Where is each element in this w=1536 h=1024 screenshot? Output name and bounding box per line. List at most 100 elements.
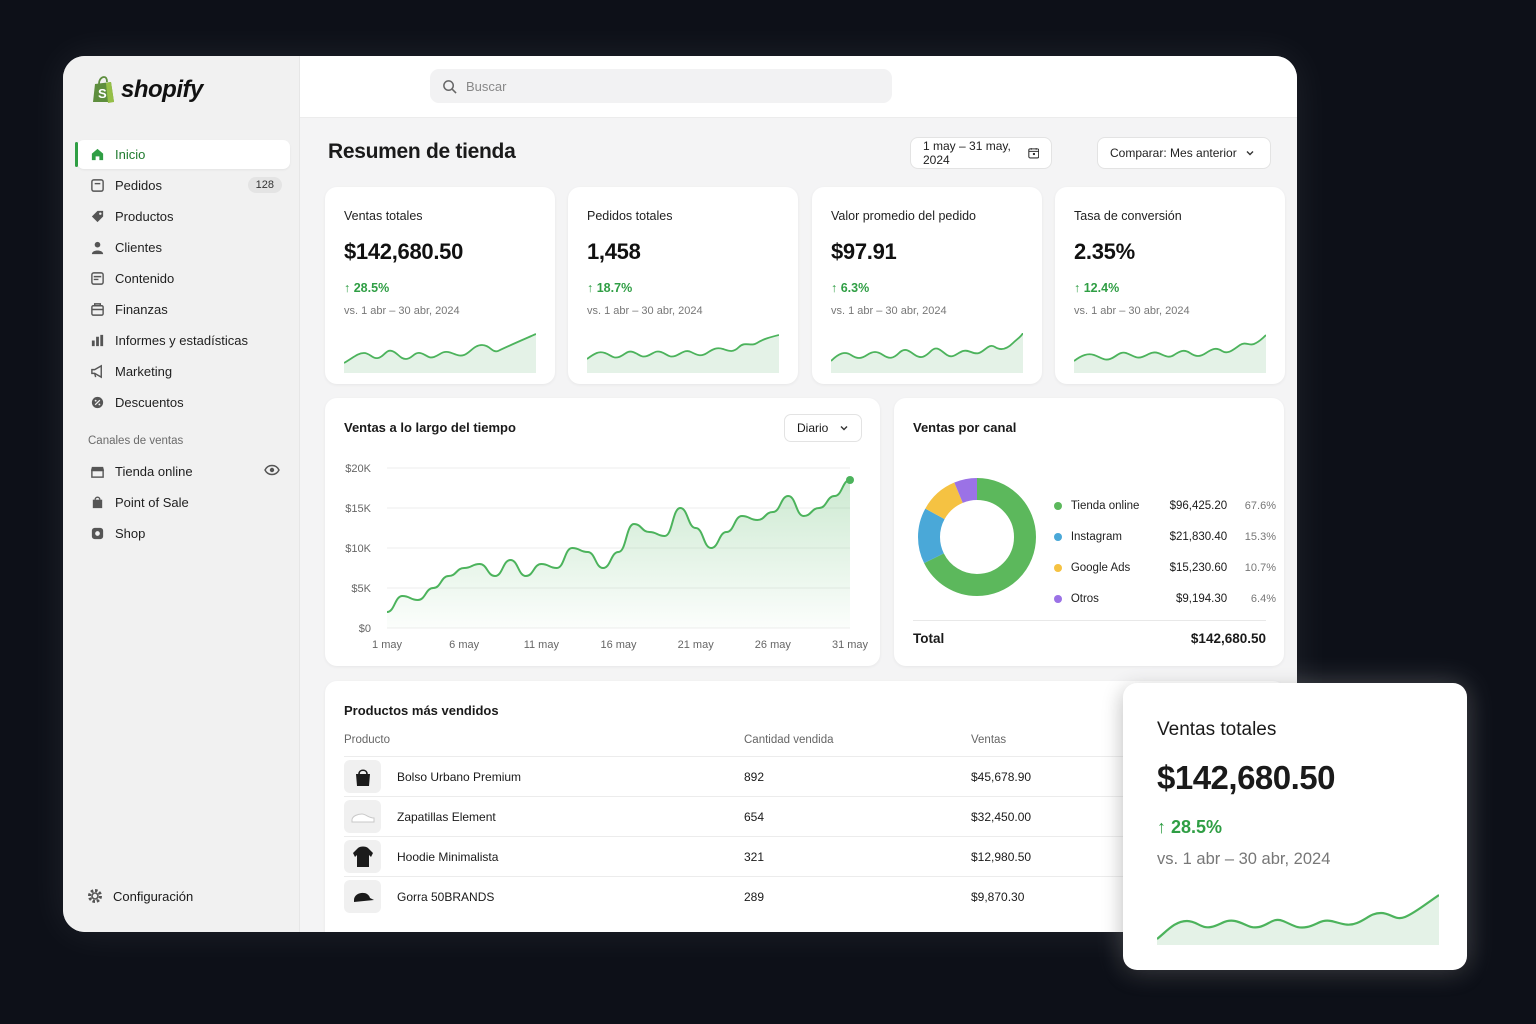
orders-count-badge: 128 bbox=[247, 177, 282, 193]
channel-card-title: Ventas por canal bbox=[913, 420, 1017, 435]
product-sales: $45,678.90 bbox=[971, 770, 1032, 784]
top-bar: Buscar bbox=[300, 56, 1297, 118]
sidebar-item-label: Inicio bbox=[115, 147, 146, 162]
compare-label: Comparar: Mes anterior bbox=[1110, 146, 1237, 160]
sidebar-item-clientes[interactable]: Clientes bbox=[77, 233, 290, 262]
search-icon bbox=[443, 79, 457, 94]
legend-swatch bbox=[1054, 501, 1062, 510]
interval-dropdown[interactable]: Diario bbox=[784, 414, 862, 442]
chevron-down-icon bbox=[1246, 151, 1254, 156]
product-qty: 892 bbox=[744, 770, 765, 784]
orders-icon bbox=[89, 178, 105, 194]
sidebar-item-shop[interactable]: Shop bbox=[77, 519, 290, 548]
table-row[interactable]: Gorra 50BRANDS 289 $9,870.30 bbox=[344, 876, 1244, 916]
kpi-change-value: 6.3% bbox=[840, 281, 870, 295]
sparkline bbox=[344, 333, 536, 373]
legend-swatch bbox=[1054, 563, 1062, 572]
search-input[interactable]: Buscar bbox=[430, 69, 892, 103]
sidebar-item-finanzas[interactable]: Finanzas bbox=[77, 295, 290, 324]
legend-row: Otros $9,194.30 6.4% bbox=[1054, 583, 1276, 614]
chevron-down-icon bbox=[840, 426, 848, 431]
cap-icon bbox=[344, 880, 381, 913]
total-value: $142,680.50 bbox=[1190, 631, 1266, 646]
content-icon bbox=[89, 271, 105, 287]
shopify-bag-icon: S bbox=[93, 76, 114, 103]
donut-slice[interactable] bbox=[918, 478, 1036, 596]
date-range-picker[interactable]: 1 may – 31 may, 2024 bbox=[910, 137, 1052, 169]
sales-line-chart: $0 $5K $10K $15K $20K 1 may 6 may 11 may 16 may 2… bbox=[345, 463, 869, 651]
person-icon bbox=[89, 240, 105, 256]
product-sales: $9,870.30 bbox=[971, 890, 1025, 904]
x-tick-label: 26 may bbox=[755, 639, 792, 651]
sidebar-item-label: Descuentos bbox=[115, 395, 184, 410]
kpi-change: ↑ 28.5% bbox=[344, 281, 390, 295]
sidebar-item-contenido[interactable]: Contenido bbox=[77, 264, 290, 293]
y-tick-label: $5K bbox=[351, 583, 371, 595]
y-tick-label: $10K bbox=[345, 543, 371, 555]
main-nav: Inicio Pedidos 128 Productos Clientes bbox=[75, 140, 290, 550]
sidebar-item-label: Tienda online bbox=[115, 464, 193, 479]
sidebar-item-inicio[interactable]: Inicio bbox=[75, 140, 290, 169]
sales-area bbox=[387, 480, 850, 628]
legend-row: Instagram $21,830.40 15.3% bbox=[1054, 521, 1276, 552]
svg-text:S: S bbox=[98, 86, 107, 101]
table-row[interactable]: Bolso Urbano Premium 892 $45,678.90 bbox=[344, 756, 1244, 796]
kpi-change-value: 18.7% bbox=[596, 281, 633, 295]
sidebar-item-productos[interactable]: Productos bbox=[77, 202, 290, 231]
page-title: Resumen de tienda bbox=[328, 140, 516, 163]
donut-slice[interactable] bbox=[918, 478, 1036, 596]
y-tick-label: $20K bbox=[345, 463, 371, 475]
kpi-value: 2.35% bbox=[1074, 239, 1135, 264]
eye-icon[interactable] bbox=[264, 464, 280, 479]
search-placeholder: Buscar bbox=[466, 78, 507, 94]
kpi-comparison: vs. 1 abr – 30 abr, 2024 bbox=[587, 305, 703, 317]
kpi-card-conversion[interactable]: Tasa de conversión 2.35% ↑ 12.4% vs. 1 a… bbox=[1055, 187, 1285, 384]
sales-over-time-card: Ventas a lo largo del tiempo Diario $0 $5… bbox=[325, 398, 880, 666]
sidebar-item-informes[interactable]: Informes y estadísticas bbox=[77, 326, 290, 355]
bank-icon bbox=[89, 302, 105, 318]
sidebar-item-label: Marketing bbox=[115, 364, 173, 379]
legend-row: Tienda online $96,425.20 67.6% bbox=[1054, 490, 1276, 521]
legend-name: Otros bbox=[1070, 592, 1099, 605]
sidebar: S shopify Inicio Pedidos 128 bbox=[63, 56, 300, 932]
table-row[interactable]: Zapatillas Element 654 $32,450.00 bbox=[344, 796, 1244, 836]
settings-link[interactable]: Configuración bbox=[87, 888, 193, 904]
legend-value: $21,830.40 bbox=[1169, 530, 1228, 543]
floating-sales-card: Ventas totales $142,680.50 ↑ 28.5% vs. 1… bbox=[1123, 683, 1467, 970]
table-row[interactable]: Hoodie Minimalista 321 $12,980.50 bbox=[344, 836, 1244, 876]
kpi-label: Pedidos totales bbox=[587, 209, 673, 223]
x-tick-label: 11 may bbox=[524, 639, 560, 651]
kpi-card-valor-promedio[interactable]: Valor promedio del pedido $97.91 ↑ 6.3% … bbox=[812, 187, 1042, 384]
channel-total-row: Total $142,680.50 bbox=[913, 620, 1266, 646]
sidebar-item-marketing[interactable]: Marketing bbox=[77, 357, 290, 386]
product-sales: $12,980.50 bbox=[971, 850, 1032, 864]
compare-dropdown[interactable]: Comparar: Mes anterior bbox=[1097, 137, 1271, 169]
product-name: Zapatillas Element bbox=[397, 810, 496, 824]
sidebar-item-label: Contenido bbox=[115, 271, 175, 286]
kpi-change: ↑ 6.3% bbox=[831, 281, 870, 295]
sidebar-item-tienda-online[interactable]: Tienda online bbox=[77, 457, 290, 486]
sparkline bbox=[831, 333, 1023, 373]
kpi-card-pedidos[interactable]: Pedidos totales 1,458 ↑ 18.7% vs. 1 abr … bbox=[568, 187, 798, 384]
sidebar-item-descuentos[interactable]: Descuentos bbox=[77, 388, 290, 417]
float-value: $142,680.50 bbox=[1157, 759, 1336, 796]
shop-bag-icon bbox=[89, 526, 105, 542]
column-header-producto: Producto bbox=[344, 734, 391, 746]
megaphone-icon bbox=[89, 364, 105, 380]
hoodie-icon bbox=[344, 840, 381, 873]
legend-value: $15,230.60 bbox=[1169, 561, 1228, 574]
sidebar-item-point-of-sale[interactable]: Point of Sale bbox=[77, 488, 290, 517]
sparkline bbox=[1157, 894, 1439, 945]
float-change: ↑ 28.5% bbox=[1157, 817, 1223, 837]
kpi-card-ventas[interactable]: Ventas totales $142,680.50 ↑ 28.5% vs. 1… bbox=[325, 187, 555, 384]
brand-logo[interactable]: S shopify bbox=[91, 76, 203, 104]
sales-last-point[interactable] bbox=[846, 476, 854, 484]
y-tick-label: $0 bbox=[359, 623, 371, 635]
legend-value: $9,194.30 bbox=[1175, 592, 1228, 605]
x-tick-label: 31 may bbox=[832, 639, 869, 651]
sidebar-item-pedidos[interactable]: Pedidos 128 bbox=[77, 171, 290, 200]
products-title: Productos más vendidos bbox=[344, 703, 499, 718]
date-range-label: 1 may – 31 may, 2024 bbox=[923, 139, 1011, 167]
interval-label: Diario bbox=[797, 421, 829, 435]
legend-percent: 10.7% bbox=[1244, 561, 1276, 574]
